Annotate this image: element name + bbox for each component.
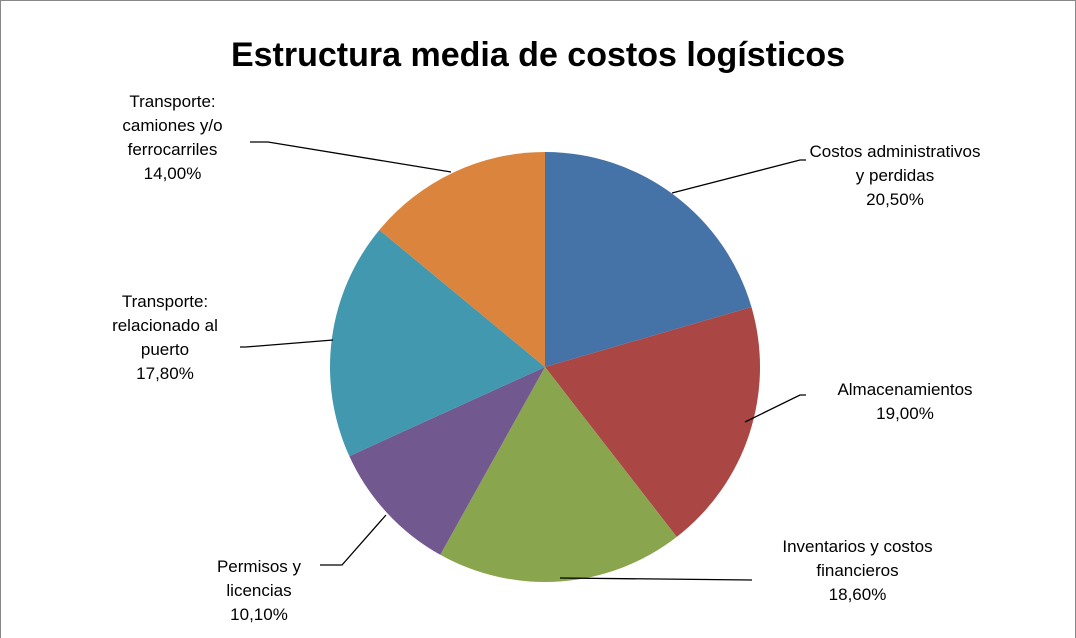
data-label: Costos administrativos y perdidas 20,50% [805,140,985,212]
pie-slice [545,152,752,367]
data-label: Almacenamientos 19,00% [795,378,1015,426]
value-label: 20,50% [866,190,924,209]
data-label: Inventarios y costos financieros 18,60% [745,535,970,607]
category-label: Transporte: relacionado al puerto [112,292,218,359]
data-label: Transporte: relacionado al puerto 17,80% [90,290,240,386]
data-label: Permisos y licencias 10,10% [200,555,318,627]
leader-line [559,577,753,581]
category-label: Inventarios y costos financieros [782,537,933,580]
data-label: Transporte: camiones y/o ferrocarriles 14… [95,90,250,186]
value-label: 19,00% [876,404,934,423]
pie-slice [545,307,760,537]
leader-line [250,141,452,173]
category-label: Almacenamientos [837,380,973,399]
value-label: 17,80% [136,364,194,383]
category-label: Transporte: camiones y/o ferrocarriles [122,92,223,159]
pie-slice [379,152,545,367]
chart-title: Estructura media de costos logísticos [230,36,846,74]
pie-slice [330,229,545,457]
pie-slice [440,367,677,582]
category-label: Permisos y licencias [216,557,302,600]
leader-line [744,394,806,423]
value-label: 14,00% [143,164,202,183]
leader-line [320,514,387,566]
category-label: Costos administrativos y perdidas [809,142,981,185]
value-label: 10,10% [230,605,288,624]
value-label: 18,60% [828,585,887,604]
pie-slice [349,367,545,555]
leader-line [240,339,334,348]
leader-line [671,159,806,194]
